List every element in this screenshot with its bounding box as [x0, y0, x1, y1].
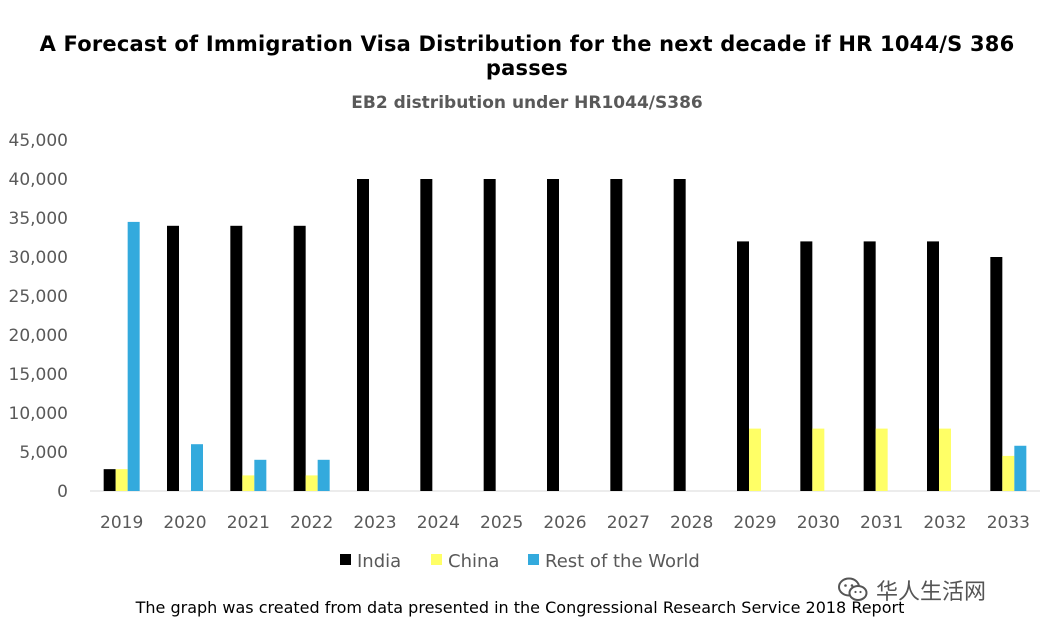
bar-india-2019 — [103, 469, 116, 491]
legend: India China Rest of the World — [340, 551, 700, 572]
y-tick-label: 25,000 — [9, 287, 68, 307]
bar-india-2024 — [420, 179, 433, 491]
x-tick-label: 2027 — [607, 513, 650, 533]
x-tick-label: 2020 — [163, 513, 206, 533]
x-tick-label: 2033 — [987, 513, 1030, 533]
x-tick-label: 2031 — [860, 513, 903, 533]
bar-rest-of-the-world-2021 — [254, 459, 267, 491]
footnote: The graph was created from data presente… — [135, 598, 905, 617]
bar-india-2021 — [230, 225, 243, 492]
legend-swatch-rest-of-the-world — [528, 554, 539, 565]
bar-india-2031 — [863, 241, 876, 491]
legend-label: China — [448, 551, 499, 572]
bar-chart: 0 5,000 10,000 15,000 20,000 25,000 30,000 35,0… — [9, 131, 1040, 572]
bars — [103, 179, 1027, 492]
bar-rest-of-the-world-2020 — [191, 444, 203, 491]
bar-china-2033 — [1002, 455, 1015, 491]
legend-label: Rest of the World — [545, 551, 700, 572]
bar-china-2019 — [115, 469, 128, 491]
bar-india-2032 — [927, 241, 939, 491]
bar-india-2022 — [293, 225, 306, 492]
bar-china-2030 — [812, 428, 825, 491]
bar-china-2022 — [305, 475, 318, 491]
y-tick-label: 10,000 — [9, 404, 68, 424]
bar-rest-of-the-world-2022 — [317, 459, 330, 491]
bar-india-2026 — [547, 179, 559, 491]
watermark: 华人生活网 — [838, 574, 986, 606]
watermark-text: 华人生活网 — [876, 580, 987, 605]
wechat-icon — [838, 577, 868, 601]
y-tick-label: 5,000 — [19, 443, 68, 463]
x-tick-label: 2021 — [227, 513, 270, 533]
bar-china-2029 — [749, 428, 761, 491]
bar-india-2023 — [357, 179, 369, 491]
bar-china-2021 — [242, 475, 255, 491]
bar-india-2033 — [990, 257, 1003, 491]
x-tick-label: 2032 — [923, 513, 966, 533]
legend-label: India — [357, 551, 401, 572]
x-tick-label: 2023 — [353, 513, 396, 533]
bar-india-2020 — [167, 225, 179, 492]
x-tick-label: 2022 — [290, 513, 333, 533]
bar-india-2030 — [800, 241, 813, 491]
x-tick-label: 2024 — [417, 513, 460, 533]
x-tick-label: 2025 — [480, 513, 523, 533]
bar-china-2031 — [875, 428, 888, 491]
x-tick-label: 2030 — [797, 513, 840, 533]
x-tick-label: 2026 — [543, 513, 586, 533]
bar-china-2032 — [939, 428, 951, 491]
y-tick-label: 0 — [57, 482, 68, 502]
y-tick-label: 15,000 — [9, 365, 68, 385]
bar-india-2028 — [673, 179, 686, 491]
bar-india-2027 — [610, 179, 623, 491]
y-tick-label: 20,000 — [9, 326, 68, 346]
y-tick-label: 45,000 — [9, 131, 68, 151]
x-tick-label: 2029 — [733, 513, 776, 533]
y-tick-label: 30,000 — [9, 248, 68, 268]
chart-title: EB2 distribution under HR1044/S386 — [351, 93, 703, 113]
bar-rest-of-the-world-2019 — [127, 221, 140, 491]
page-title: A Forecast of Immigration Visa Distribut… — [39, 32, 1015, 80]
y-tick-label: 40,000 — [9, 170, 68, 190]
legend-swatch-china — [431, 554, 442, 565]
bar-india-2025 — [483, 179, 496, 491]
y-axis: 0 5,000 10,000 15,000 20,000 25,000 30,000 35,0… — [9, 131, 1040, 502]
bar-rest-of-the-world-2033 — [1014, 445, 1027, 491]
bar-india-2029 — [737, 241, 749, 491]
legend-swatch-india — [340, 554, 351, 565]
y-tick-label: 35,000 — [9, 209, 68, 229]
x-tick-label: 2028 — [670, 513, 713, 533]
x-tick-label: 2019 — [100, 513, 143, 533]
x-axis: 2019 2020 2021 2022 2023 2024 2025 2026 2027 2028… — [100, 513, 1030, 533]
